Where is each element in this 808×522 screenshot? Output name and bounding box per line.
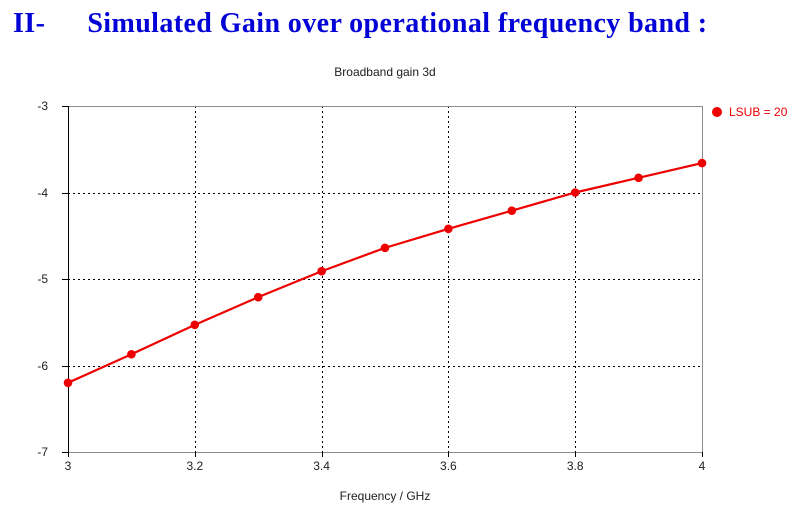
page-title: II- Simulated Gain over operational freq… <box>13 8 708 40</box>
section-numeral: II- <box>13 8 46 39</box>
y-tick-label: -5 <box>37 272 48 286</box>
y-tick-label: -6 <box>37 358 48 373</box>
data-point <box>380 243 390 253</box>
series-line <box>67 162 703 384</box>
chart-legend: LSUB = 20 <box>712 105 787 119</box>
y-tick-label: -7 <box>37 445 48 459</box>
x-tick-label: 3.4 <box>313 459 330 473</box>
data-point <box>190 320 200 330</box>
data-point <box>570 188 580 197</box>
y-tick-label: -4 <box>37 185 48 200</box>
data-point <box>697 158 707 168</box>
legend-label: LSUB = 20 <box>729 105 788 119</box>
x-tick-label: 4 <box>698 459 706 473</box>
section-title-text: Simulated Gain over operational frequenc… <box>87 8 708 39</box>
x-tick-label: 3 <box>64 459 72 473</box>
x-tick-label: 3.8 <box>566 459 584 473</box>
data-point <box>127 349 136 359</box>
x-tick-label: 3.2 <box>186 459 204 473</box>
data-point <box>317 266 326 276</box>
data-point <box>63 378 73 388</box>
y-tick-label: -3 <box>37 99 48 113</box>
chart-title: Broadband gain 3d <box>334 65 436 79</box>
data-point <box>444 224 453 234</box>
plot-border <box>68 106 703 453</box>
data-point <box>507 206 517 215</box>
x-axis-title: Frequency / GHz <box>339 489 431 503</box>
x-tick-label: 3.6 <box>440 459 457 473</box>
data-point <box>253 292 263 302</box>
legend-marker-icon <box>712 107 722 117</box>
data-point <box>634 173 643 183</box>
